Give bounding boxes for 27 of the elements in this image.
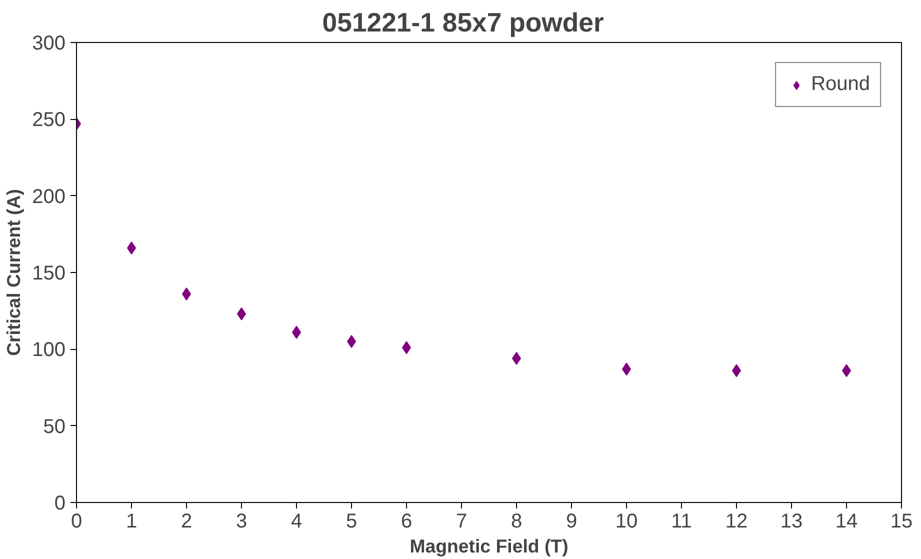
x-tick-label: 0 [70, 510, 82, 532]
y-tick-label: 50 [43, 416, 66, 438]
x-tick-label: 11 [671, 510, 692, 532]
x-tick-label: 7 [456, 510, 468, 532]
x-tick-label: 8 [510, 510, 522, 532]
y-tick-label: 100 [32, 339, 66, 362]
x-tick-label: 9 [566, 510, 578, 532]
x-tick-label: 5 [346, 510, 358, 532]
y-tick-label: 150 [32, 262, 66, 284]
x-tick-label: 2 [180, 510, 192, 532]
chart-title: 051221-1 85x7 powder [322, 8, 604, 38]
x-tick-label: 3 [236, 510, 248, 532]
x-axis-title: Magnetic Field (T) [410, 536, 568, 556]
x-tick-label: 1 [126, 510, 138, 532]
y-axis-title: Critical Current (A) [3, 189, 24, 356]
x-tick-label: 15 [890, 510, 913, 532]
x-tick-label: 12 [725, 510, 748, 532]
y-tick-label: 200 [32, 186, 66, 208]
x-tick-label: 6 [400, 510, 412, 532]
y-tick-label: 250 [32, 109, 66, 132]
x-tick-label: 13 [780, 510, 803, 532]
y-tick-label: 0 [54, 492, 66, 514]
x-tick-label: 14 [835, 510, 858, 532]
legend-label: Round [811, 73, 870, 96]
y-tick-label: 300 [32, 32, 66, 54]
x-tick-label: 10 [615, 510, 638, 532]
x-tick-label: 4 [290, 510, 302, 532]
